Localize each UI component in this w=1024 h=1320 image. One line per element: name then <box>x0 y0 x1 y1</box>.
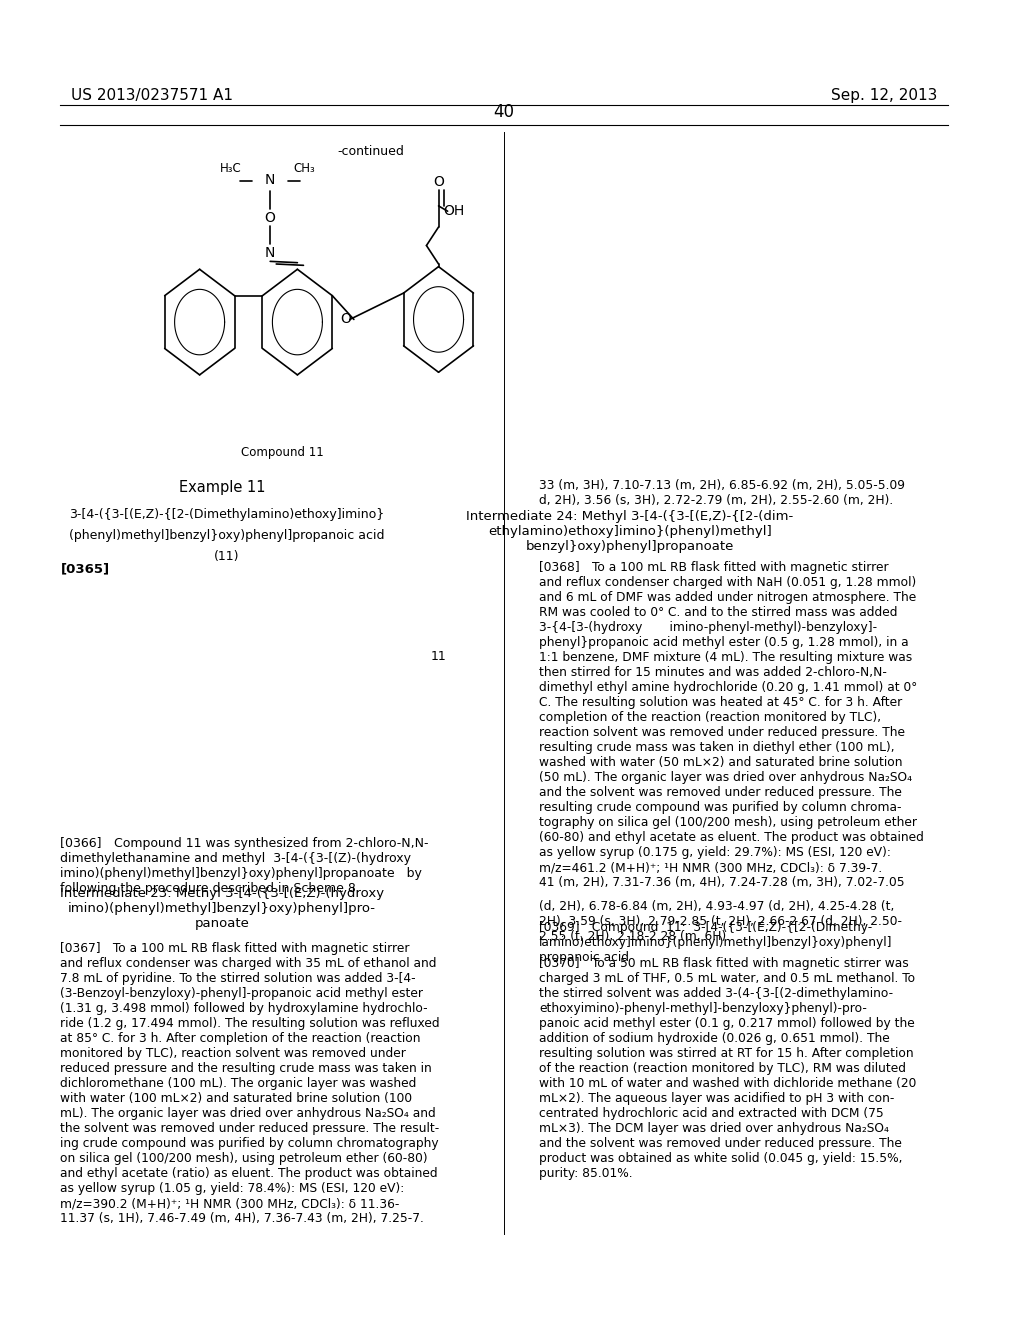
Text: [0368] To a 100 mL RB flask fitted with magnetic stirrer
and reflux condenser ch: [0368] To a 100 mL RB flask fitted with … <box>540 561 925 888</box>
Text: 11: 11 <box>431 649 446 663</box>
Text: 33 (m, 3H), 7.10-7.13 (m, 2H), 6.85-6.92 (m, 2H), 5.05-5.09
d, 2H), 3.56 (s, 3H): 33 (m, 3H), 7.10-7.13 (m, 2H), 6.85-6.92… <box>540 479 905 507</box>
Text: Compound 11: Compound 11 <box>241 446 324 459</box>
Text: (d, 2H), 6.78-6.84 (m, 2H), 4.93-4.97 (d, 2H), 4.25-4.28 (t,
2H), 3.59 (s, 3H), : (d, 2H), 6.78-6.84 (m, 2H), 4.93-4.97 (d… <box>540 900 902 944</box>
Text: CH₃: CH₃ <box>293 162 315 176</box>
Text: OH: OH <box>443 205 465 218</box>
Text: O: O <box>340 313 351 326</box>
Text: (phenyl)methyl]benzyl}oxy)phenyl]propanoic acid: (phenyl)methyl]benzyl}oxy)phenyl]propano… <box>69 529 385 543</box>
Text: Intermediate 23: Methyl 3-[4-({3-[(E,Z)-(hydroxy
imino)(phenyl)methyl]benzyl}oxy: Intermediate 23: Methyl 3-[4-({3-[(E,Z)-… <box>59 887 384 931</box>
Text: 40: 40 <box>494 103 515 121</box>
Text: O: O <box>433 176 444 189</box>
Text: O: O <box>264 211 275 224</box>
Text: Intermediate 24: Methyl 3-[4-({3-[(E,Z)-{[2-(dim-
ethylamino)ethoxy]imino}(pheny: Intermediate 24: Methyl 3-[4-({3-[(E,Z)-… <box>467 510 794 553</box>
Text: [0365]: [0365] <box>60 562 110 576</box>
Text: -continued: -continued <box>338 145 404 158</box>
Text: [0370] To a 50 mL RB flask fitted with magnetic stirrer was
charged 3 mL of THF,: [0370] To a 50 mL RB flask fitted with m… <box>540 957 916 1180</box>
Text: Example 11: Example 11 <box>178 480 265 495</box>
Text: US 2013/0237571 A1: US 2013/0237571 A1 <box>71 87 232 103</box>
Text: 3-[4-({3-[(E,Z)-{[2-(Dimethylamino)ethoxy]imino}: 3-[4-({3-[(E,Z)-{[2-(Dimethylamino)ethox… <box>70 508 384 521</box>
Text: (11): (11) <box>214 550 240 564</box>
Text: [0369] Compound  11:  3-[4-({3-[(E,Z)-{[2-(Dimethy-
lamino)ethoxy]imino}(phenyl): [0369] Compound 11: 3-[4-({3-[(E,Z)-{[2-… <box>540 921 893 965</box>
Text: Sep. 12, 2013: Sep. 12, 2013 <box>831 87 938 103</box>
Text: [0366] Compound 11 was synthesized from 2-chloro-N,N-
dimethylethanamine and met: [0366] Compound 11 was synthesized from … <box>60 837 429 895</box>
Text: N: N <box>264 247 274 260</box>
Text: H₃C: H₃C <box>220 162 242 176</box>
Text: N: N <box>265 173 275 186</box>
Text: [0367] To a 100 mL RB flask fitted with magnetic stirrer
and reflux condenser wa: [0367] To a 100 mL RB flask fitted with … <box>60 942 440 1225</box>
